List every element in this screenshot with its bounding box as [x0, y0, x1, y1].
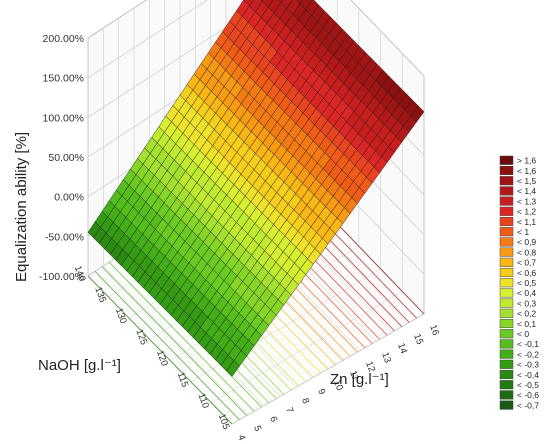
y-tick-label: 140 — [72, 264, 88, 283]
surface-cell — [410, 105, 425, 123]
z-tick-label: -100.00% — [39, 271, 84, 283]
legend-label: < 1,6 — [517, 166, 536, 176]
z-axis-title: Equalization ability [%] — [13, 132, 30, 282]
legend-label: < 0,9 — [517, 237, 536, 247]
legend-swatch — [499, 369, 514, 380]
legend-swatch — [499, 278, 514, 288]
x-tick-label: 4 — [235, 433, 247, 442]
x-tick-label: 15 — [411, 332, 425, 346]
legend-label: < 0,2 — [517, 309, 536, 319]
legend-swatch — [499, 359, 514, 369]
legend-label: < 0,4 — [517, 288, 536, 298]
legend-label: < 0,8 — [517, 247, 536, 257]
z-tick-label: 0.00% — [54, 192, 84, 204]
legend-label: < -0,5 — [517, 380, 539, 390]
legend-swatch — [499, 349, 514, 359]
legend-swatch — [499, 165, 514, 176]
legend-swatch — [499, 298, 514, 308]
y-tick-label: 110 — [195, 392, 211, 410]
surface-cell — [262, 0, 274, 8]
x-tick-label: 12 — [363, 360, 377, 374]
legend-label: < -0,7 — [517, 400, 539, 410]
projection-line — [94, 271, 240, 421]
x-tick-label: 16 — [427, 323, 441, 337]
legend-label: < 1,5 — [517, 176, 536, 186]
x-axis-title: Zn [g.l⁻¹] — [330, 371, 389, 388]
x-tick-label: 5 — [251, 424, 263, 433]
x-tick-label: 7 — [283, 406, 295, 415]
projection-line — [108, 261, 255, 412]
z-tick-label: 50.00% — [48, 152, 84, 164]
legend-label: < -0,4 — [517, 370, 539, 380]
legend-label: < -0,3 — [517, 360, 539, 370]
surface-cell — [295, 0, 303, 5]
legend-label: < 1 — [517, 227, 529, 237]
legend-swatch — [499, 206, 514, 216]
legend-swatch — [499, 288, 514, 298]
legend-swatch — [499, 400, 514, 410]
z-tick-label: 150.00% — [43, 73, 84, 85]
y-tick-label: 115 — [175, 371, 191, 389]
legend-swatch — [499, 308, 514, 318]
x-tick-label: 14 — [395, 342, 409, 356]
legend-swatch — [499, 390, 514, 400]
x-gridline-floor — [103, 265, 249, 416]
z-tick-label: 200.00% — [43, 33, 84, 45]
legend-label: < 0,6 — [517, 268, 536, 278]
legend-label: < -0,6 — [517, 390, 539, 400]
x-tick-label: 9 — [315, 387, 327, 396]
legend-label: < 1,2 — [517, 207, 536, 217]
legend-swatch — [499, 186, 514, 196]
legend-swatch — [499, 318, 514, 329]
surface-cell — [243, 0, 254, 7]
legend-swatch — [499, 257, 514, 267]
legend-label: < -0,1 — [517, 339, 539, 349]
x-tick-label: 11 — [347, 369, 361, 382]
legend-swatch — [499, 237, 514, 247]
y-axis-title: NaOH [g.l⁻¹] — [38, 357, 121, 374]
z-tick-label: 100.00% — [43, 112, 84, 124]
legend-label: < 0,3 — [517, 298, 536, 308]
legend-swatch — [499, 247, 514, 257]
legend-label: < 1,1 — [517, 217, 536, 227]
legend-swatch — [499, 380, 514, 390]
legend-label: < 1,4 — [517, 186, 536, 196]
z-gridline — [87, 0, 425, 77]
legend-swatch — [499, 196, 514, 206]
legend-swatch — [499, 339, 514, 349]
y-tick-label: 120 — [154, 349, 170, 368]
response-surface — [87, 0, 425, 377]
legend-swatch — [499, 176, 514, 186]
y-tick-label: 105 — [216, 412, 232, 431]
legend-label: < 0,7 — [517, 258, 536, 268]
x-tick-label: 6 — [267, 415, 279, 424]
z-tick-label: -50.00% — [45, 231, 84, 243]
legend-swatch — [499, 227, 514, 237]
legend-swatch — [499, 216, 514, 227]
x-tick-label: 8 — [299, 397, 311, 406]
tick-labels: -100.00% -50.00% 0.00% 50.00% 100.00% 150.00%… — [39, 33, 441, 442]
legend-swatch — [499, 329, 514, 339]
projection-line — [87, 275, 233, 425]
x-tick-label: 13 — [379, 351, 393, 365]
legend: > 1,6< 1,6< 1,5< 1,4< 1,3< 1,2< 1,1< 1< … — [499, 155, 539, 410]
surface-cell — [278, 0, 284, 3]
legend-label: < 0,5 — [517, 278, 536, 288]
y-tick-label: 130 — [113, 307, 129, 326]
legend-label: < -0,2 — [517, 349, 539, 359]
legend-swatch — [499, 267, 514, 278]
x-tick-label: 10 — [331, 378, 345, 392]
y-tick-label: 135 — [92, 286, 108, 305]
legend-swatch — [499, 155, 514, 165]
legend-label: > 1,6 — [517, 156, 536, 166]
projection-line — [101, 266, 248, 416]
y-tick-label: 125 — [133, 328, 149, 347]
legend-label: < 1,3 — [517, 196, 536, 206]
legend-label: < 0,1 — [517, 319, 536, 329]
legend-label: < 0 — [517, 329, 529, 339]
